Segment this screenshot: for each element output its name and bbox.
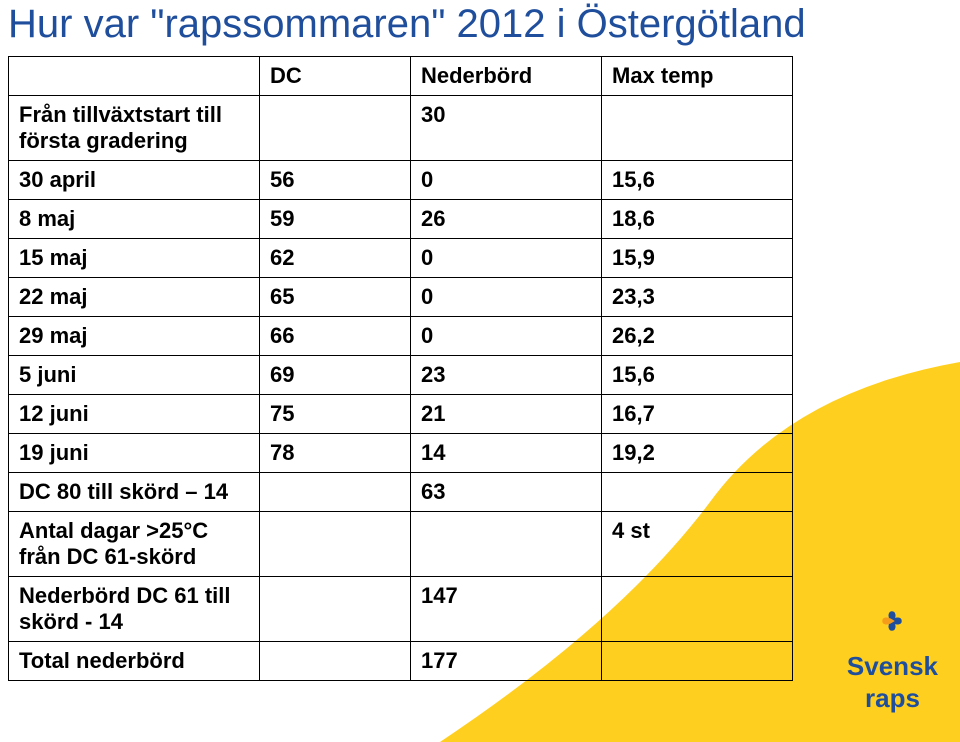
- cell: 69: [260, 356, 411, 395]
- cell: 0: [411, 278, 602, 317]
- cell: 22 maj: [9, 278, 260, 317]
- cell: [260, 512, 411, 577]
- cell: 75: [260, 395, 411, 434]
- cell: 66: [260, 317, 411, 356]
- cell: 14: [411, 434, 602, 473]
- cell: Nederbörd DC 61 till skörd - 14: [9, 577, 260, 642]
- cell: 59: [260, 200, 411, 239]
- cell: 15,9: [602, 239, 793, 278]
- cell: DC 80 till skörd – 14: [9, 473, 260, 512]
- cell: [260, 473, 411, 512]
- table-row: 15 maj 62 0 15,9: [9, 239, 793, 278]
- col-header: Max temp: [602, 57, 793, 96]
- col-header: [9, 57, 260, 96]
- cell: 19 juni: [9, 434, 260, 473]
- cell: 147: [411, 577, 602, 642]
- cell: 4 st: [602, 512, 793, 577]
- data-table: DC Nederbörd Max temp Från tillväxtstart…: [8, 56, 793, 681]
- table-row: 8 maj 59 26 18,6: [9, 200, 793, 239]
- cell: 21: [411, 395, 602, 434]
- logo: Svensk raps: [847, 598, 938, 712]
- table-row: 22 maj 65 0 23,3: [9, 278, 793, 317]
- table-row: 12 juni 75 21 16,7: [9, 395, 793, 434]
- cell: Antal dagar >25°C från DC 61-skörd: [9, 512, 260, 577]
- cell: [260, 642, 411, 681]
- table-row: 30 april 56 0 15,6: [9, 161, 793, 200]
- cell: 29 maj: [9, 317, 260, 356]
- table-row: 29 maj 66 0 26,2: [9, 317, 793, 356]
- cell: 63: [411, 473, 602, 512]
- table-row: 5 juni 69 23 15,6: [9, 356, 793, 395]
- logo-text-line1: Svensk: [847, 653, 938, 680]
- cell: 16,7: [602, 395, 793, 434]
- col-header: DC: [260, 57, 411, 96]
- cell: 78: [260, 434, 411, 473]
- cell: 18,6: [602, 200, 793, 239]
- cell: 0: [411, 317, 602, 356]
- cell: [411, 512, 602, 577]
- cell: 19,2: [602, 434, 793, 473]
- cell: [602, 642, 793, 681]
- cell: 15 maj: [9, 239, 260, 278]
- cell: 15,6: [602, 161, 793, 200]
- cell: 15,6: [602, 356, 793, 395]
- logo-text-line2: raps: [847, 685, 938, 712]
- cell: 30 april: [9, 161, 260, 200]
- cell: 65: [260, 278, 411, 317]
- cell: 8 maj: [9, 200, 260, 239]
- cell: [260, 577, 411, 642]
- cell: 26,2: [602, 317, 793, 356]
- cell: [602, 577, 793, 642]
- cell: 56: [260, 161, 411, 200]
- table-row: Antal dagar >25°C från DC 61-skörd 4 st: [9, 512, 793, 577]
- col-header: Nederbörd: [411, 57, 602, 96]
- cell: 177: [411, 642, 602, 681]
- page-title: Hur var "rapssommaren" 2012 i Östergötla…: [8, 2, 806, 47]
- cell: 23: [411, 356, 602, 395]
- table-row: 19 juni 78 14 19,2: [9, 434, 793, 473]
- cell: 12 juni: [9, 395, 260, 434]
- table-row: Från tillväxtstart till första gradering…: [9, 96, 793, 161]
- cell: [602, 473, 793, 512]
- cell: 5 juni: [9, 356, 260, 395]
- cell: [260, 96, 411, 161]
- cell: 0: [411, 161, 602, 200]
- cell: 62: [260, 239, 411, 278]
- table-row: DC 80 till skörd – 14 63: [9, 473, 793, 512]
- table-header-row: DC Nederbörd Max temp: [9, 57, 793, 96]
- cell: Från tillväxtstart till första gradering: [9, 96, 260, 161]
- cell: Total nederbörd: [9, 642, 260, 681]
- clover-icon: [867, 598, 917, 644]
- cell: 23,3: [602, 278, 793, 317]
- cell: 0: [411, 239, 602, 278]
- cell: 26: [411, 200, 602, 239]
- cell: [602, 96, 793, 161]
- table-row: Nederbörd DC 61 till skörd - 14 147: [9, 577, 793, 642]
- cell: 30: [411, 96, 602, 161]
- table-row: Total nederbörd 177: [9, 642, 793, 681]
